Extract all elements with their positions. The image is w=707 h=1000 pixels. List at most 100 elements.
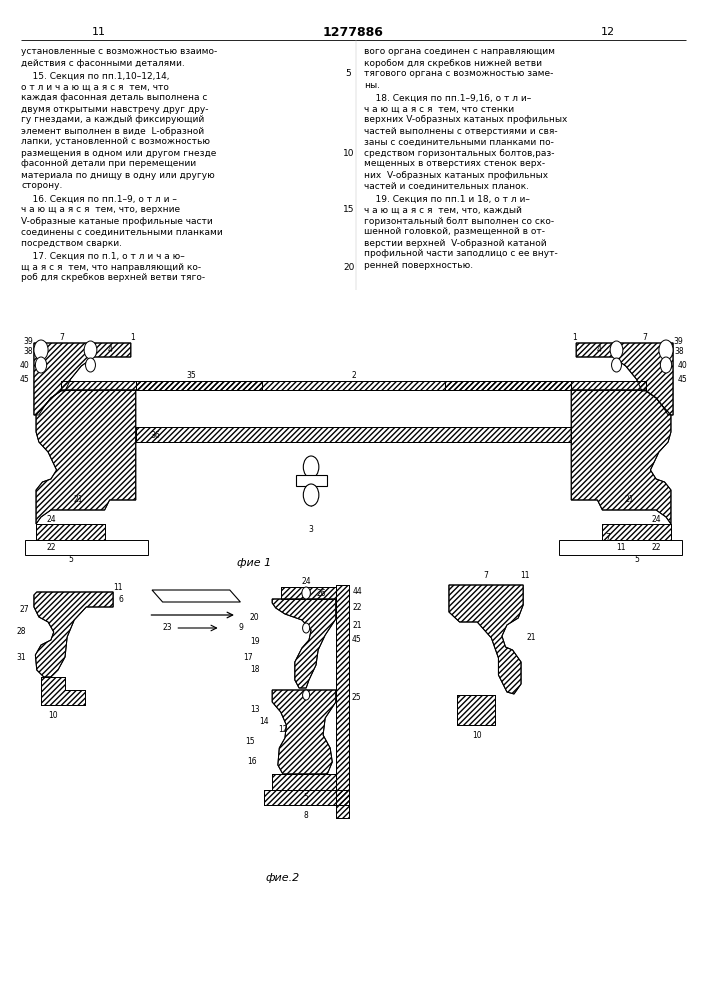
Text: ны.: ны. bbox=[364, 81, 380, 90]
Text: 11: 11 bbox=[520, 570, 530, 580]
Text: 45: 45 bbox=[20, 374, 30, 383]
Text: 16. Секция по пп.1–9, о т л и –: 16. Секция по пп.1–9, о т л и – bbox=[21, 194, 177, 204]
Text: 24: 24 bbox=[46, 516, 56, 524]
Text: верхних V-образных катаных профильных: верхних V-образных катаных профильных bbox=[364, 115, 568, 124]
Text: размещения в одном или другом гнезде: размещения в одном или другом гнезде bbox=[21, 148, 216, 157]
Text: 22: 22 bbox=[353, 603, 362, 612]
Text: 23: 23 bbox=[162, 624, 172, 633]
Text: горизонтальный болт выполнен со ско-: горизонтальный болт выполнен со ско- bbox=[364, 217, 554, 226]
Text: 5: 5 bbox=[304, 794, 308, 802]
Text: 10: 10 bbox=[48, 710, 58, 720]
Polygon shape bbox=[281, 587, 336, 599]
Text: них  V-образных катаных профильных: них V-образных катаных профильных bbox=[364, 170, 548, 180]
Text: коробом для скребков нижней ветви: коробом для скребков нижней ветви bbox=[364, 58, 542, 68]
Polygon shape bbox=[571, 390, 671, 524]
Text: соединены с соединительными планками: соединены с соединительными планками bbox=[21, 228, 223, 236]
Polygon shape bbox=[602, 524, 671, 540]
Text: 5: 5 bbox=[634, 554, 638, 564]
Polygon shape bbox=[41, 677, 85, 705]
Text: 21: 21 bbox=[624, 495, 634, 504]
Circle shape bbox=[659, 340, 673, 360]
Text: заны с соединительными планками по-: заны с соединительными планками по- bbox=[364, 137, 554, 146]
Circle shape bbox=[84, 341, 97, 359]
Circle shape bbox=[35, 357, 47, 373]
Polygon shape bbox=[61, 381, 262, 390]
Circle shape bbox=[34, 340, 48, 360]
Text: 45: 45 bbox=[677, 374, 687, 383]
Text: 40: 40 bbox=[20, 360, 30, 369]
Text: 18: 18 bbox=[250, 666, 259, 674]
Text: 21: 21 bbox=[352, 620, 361, 630]
Text: 7: 7 bbox=[643, 332, 647, 342]
Text: 10: 10 bbox=[343, 148, 354, 157]
Text: средством горизонтальных болтов,раз-: средством горизонтальных болтов,раз- bbox=[364, 148, 554, 157]
Text: установленные с возможностью взаимо-: установленные с возможностью взаимо- bbox=[21, 47, 218, 56]
Text: 2: 2 bbox=[351, 371, 356, 380]
Text: 44: 44 bbox=[353, 587, 363, 596]
Text: посредством сварки.: посредством сварки. bbox=[21, 238, 122, 247]
Polygon shape bbox=[34, 343, 131, 415]
Text: 4: 4 bbox=[597, 346, 602, 355]
Text: 5: 5 bbox=[346, 70, 351, 79]
Text: 35: 35 bbox=[186, 371, 196, 380]
Polygon shape bbox=[14, 580, 693, 885]
Polygon shape bbox=[25, 540, 148, 555]
Text: ренней поверхностью.: ренней поверхностью. bbox=[364, 260, 473, 269]
Text: 13: 13 bbox=[250, 706, 259, 714]
Polygon shape bbox=[34, 592, 113, 677]
Polygon shape bbox=[457, 695, 495, 725]
Text: о т л и ч а ю щ а я с я  тем, что: о т л и ч а ю щ а я с я тем, что bbox=[21, 83, 169, 92]
Polygon shape bbox=[136, 427, 571, 442]
Text: 24: 24 bbox=[651, 516, 661, 524]
Text: частей выполнены с отверстиями и свя-: частей выполнены с отверстиями и свя- bbox=[364, 126, 558, 135]
Circle shape bbox=[610, 341, 623, 359]
Text: мещенных в отверстиях стенок верх-: мещенных в отверстиях стенок верх- bbox=[364, 159, 545, 168]
Text: каждая фасонная деталь выполнена с: каждая фасонная деталь выполнена с bbox=[21, 94, 208, 103]
Text: 19: 19 bbox=[250, 638, 259, 647]
Text: 17: 17 bbox=[243, 654, 252, 662]
Polygon shape bbox=[14, 335, 693, 570]
Text: 3: 3 bbox=[309, 524, 313, 534]
Text: частей и соединительных планок.: частей и соединительных планок. bbox=[364, 182, 529, 190]
Text: 36: 36 bbox=[151, 430, 160, 440]
Text: 1: 1 bbox=[131, 332, 135, 342]
Text: 39: 39 bbox=[23, 336, 33, 346]
Text: 8: 8 bbox=[304, 810, 308, 820]
Text: 39: 39 bbox=[674, 336, 684, 346]
Text: 12: 12 bbox=[278, 726, 288, 734]
Text: верстии верхней  V-образной катаной: верстии верхней V-образной катаной bbox=[364, 238, 547, 247]
Text: ч а ю щ а я с я  тем, что, каждый: ч а ю щ а я с я тем, что, каждый bbox=[364, 206, 522, 215]
Text: фиe 1: фиe 1 bbox=[238, 558, 271, 568]
Text: фасонной детали при перемещении: фасонной детали при перемещении bbox=[21, 159, 197, 168]
Polygon shape bbox=[559, 540, 682, 555]
Text: 16: 16 bbox=[247, 758, 257, 766]
Polygon shape bbox=[152, 590, 240, 602]
Text: материала по днищу в одну или другую: материала по днищу в одну или другую bbox=[21, 170, 215, 180]
Text: 11: 11 bbox=[113, 582, 122, 591]
Text: 9: 9 bbox=[239, 624, 244, 633]
Text: 15: 15 bbox=[343, 206, 354, 215]
Text: двумя открытыми навстречу друг дру-: двумя открытыми навстречу друг дру- bbox=[21, 104, 209, 113]
Text: 6: 6 bbox=[119, 595, 124, 604]
Circle shape bbox=[302, 587, 310, 599]
Text: 45: 45 bbox=[352, 636, 362, 645]
Text: 15. Секция по пп.1,10–12,14,: 15. Секция по пп.1,10–12,14, bbox=[21, 72, 170, 81]
Text: щ а я с я  тем, что направляющий ко-: щ а я с я тем, что направляющий ко- bbox=[21, 262, 201, 271]
Polygon shape bbox=[296, 475, 327, 486]
Text: 7: 7 bbox=[606, 532, 610, 542]
Text: 17. Секция по п.1, о т л и ч а ю–: 17. Секция по п.1, о т л и ч а ю– bbox=[21, 251, 185, 260]
Text: сторону.: сторону. bbox=[21, 182, 63, 190]
Text: 20: 20 bbox=[250, 613, 259, 622]
Circle shape bbox=[303, 456, 319, 478]
Text: 27: 27 bbox=[20, 605, 30, 614]
Text: ч а ю щ а я с я  тем, что стенки: ч а ю щ а я с я тем, что стенки bbox=[364, 104, 514, 113]
Text: 14: 14 bbox=[259, 718, 269, 726]
Text: 15: 15 bbox=[245, 738, 255, 746]
Polygon shape bbox=[264, 790, 349, 805]
Text: 12: 12 bbox=[601, 27, 615, 37]
Circle shape bbox=[86, 358, 95, 372]
Text: 26: 26 bbox=[317, 589, 327, 598]
Text: 22: 22 bbox=[46, 542, 56, 552]
Text: 5: 5 bbox=[69, 554, 73, 564]
Text: 19. Секция по пп.1 и 18, о т л и–: 19. Секция по пп.1 и 18, о т л и– bbox=[364, 194, 530, 204]
